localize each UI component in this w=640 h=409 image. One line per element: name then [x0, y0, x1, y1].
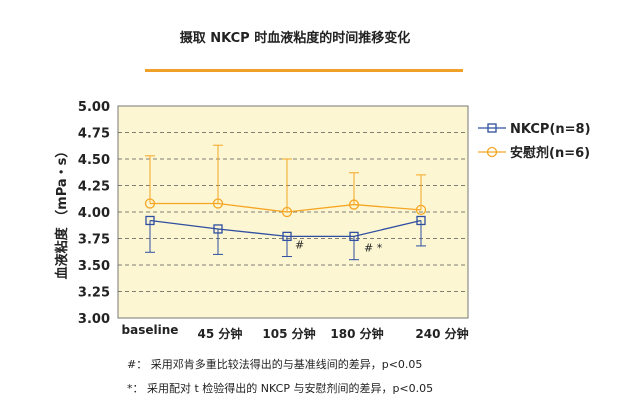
data-point — [213, 224, 223, 234]
significance-marker: # — [295, 238, 304, 251]
y-tick-label: 3.25 — [78, 286, 110, 301]
x-tick-label: baseline — [122, 323, 179, 337]
series-layer — [144, 144, 427, 261]
data-point — [145, 215, 155, 226]
y-tick-label: 3.75 — [78, 233, 110, 248]
x-tick-label: 240 分钟 — [415, 326, 468, 341]
grid-lines — [118, 132, 468, 292]
y-tick-label: 5.00 — [78, 100, 110, 115]
series-0 — [145, 215, 426, 261]
legend: NKCP(n=8) 安慰剂(n=6) — [478, 122, 591, 161]
footnote-ttest: *： 采用配对 t 检验得出的 NKCP 与安慰剂间的差异，p<0.05 — [127, 382, 434, 395]
annotations: # # * — [295, 238, 383, 254]
legend-label: 安慰剂(n=6) — [510, 145, 590, 161]
data-point — [144, 198, 156, 209]
y-tick-label: 4.00 — [78, 206, 110, 221]
data-point — [282, 231, 292, 242]
footnote-duncan: #： 采用邓肯多重比较法得出的与基准线间的差异，p<0.05 — [127, 358, 423, 371]
data-point — [348, 199, 360, 210]
data-point — [212, 198, 224, 209]
series-line — [150, 202, 422, 213]
y-axis-label: 血液粘度 （mPa・s） — [54, 145, 70, 280]
data-point — [349, 231, 359, 242]
x-tick-label: 45 分钟 — [198, 326, 243, 341]
y-tick-label: 4.25 — [78, 180, 110, 195]
data-point — [416, 215, 426, 226]
y-tick-label: 3.50 — [78, 259, 110, 274]
legend-label: NKCP(n=8) — [510, 122, 591, 137]
y-tick-label: 4.75 — [78, 127, 110, 142]
y-axis-ticks: 3.00 3.25 3.50 3.75 4.00 4.25 4.50 4.75 5.00 — [78, 100, 110, 327]
y-tick-label: 4.50 — [78, 153, 110, 168]
significance-marker: # * — [364, 241, 383, 254]
legend-marker — [486, 146, 498, 158]
y-tick-label: 3.00 — [78, 312, 110, 327]
x-axis-ticks: baseline 45 分钟 105 分钟 180 分钟 240 分钟 — [122, 323, 469, 341]
series-1 — [144, 144, 427, 218]
title-underline — [145, 69, 463, 72]
data-point — [281, 206, 293, 218]
series-line — [149, 219, 422, 238]
x-tick-label: 105 分钟 — [262, 326, 315, 341]
data-point — [415, 204, 427, 216]
chart-title: 摄取 NKCP 时血液粘度的时间推移变化 — [179, 31, 411, 46]
x-tick-label: 180 分钟 — [330, 326, 383, 341]
legend-marker — [487, 123, 497, 133]
